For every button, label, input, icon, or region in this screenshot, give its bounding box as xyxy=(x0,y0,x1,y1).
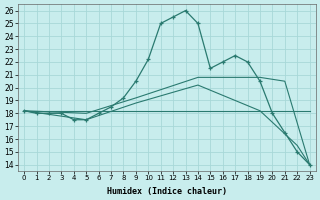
X-axis label: Humidex (Indice chaleur): Humidex (Indice chaleur) xyxy=(107,187,227,196)
